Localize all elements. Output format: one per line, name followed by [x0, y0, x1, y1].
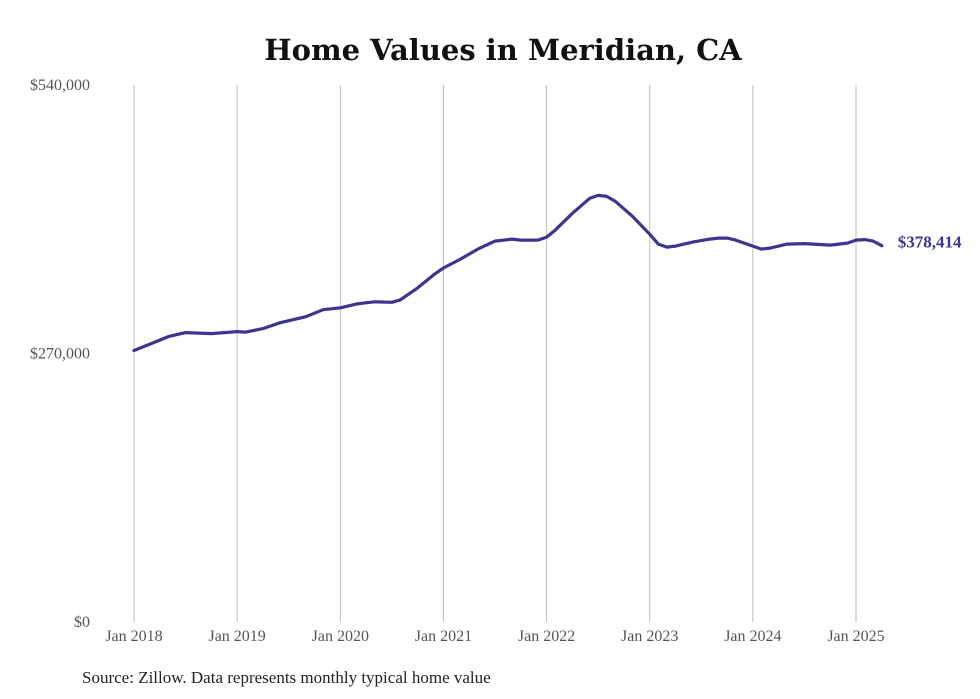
- y-tick-label: $270,000: [30, 346, 90, 363]
- y-tick-label: $0: [74, 614, 90, 631]
- x-tick-label: Jan 2019: [208, 628, 265, 645]
- x-tick-label: Jan 2021: [415, 628, 472, 645]
- source-note: Source: Zillow. Data represents monthly …: [82, 668, 491, 687]
- home-value-line: [132, 193, 884, 353]
- latest-value-label: $378,414: [898, 233, 962, 252]
- x-tick-label: Jan 2022: [518, 628, 575, 645]
- x-axis-ticks: Jan 2018 Jan 2019 Jan 2020 Jan 2021 Jan 2022…: [105, 628, 884, 645]
- x-tick-label: Jan 2020: [312, 628, 369, 645]
- chart-title: Home Values in Meridian, CA: [264, 33, 742, 67]
- y-axis-ticks: $0 $270,000 $540,000: [30, 77, 90, 631]
- y-tick-label: $540,000: [30, 77, 90, 94]
- x-tick-label: Jan 2018: [105, 628, 162, 645]
- x-tick-label: Jan 2024: [724, 628, 781, 645]
- x-tick-label: Jan 2023: [621, 628, 678, 645]
- x-tick-label: Jan 2025: [827, 628, 884, 645]
- x-grid: [133, 85, 857, 622]
